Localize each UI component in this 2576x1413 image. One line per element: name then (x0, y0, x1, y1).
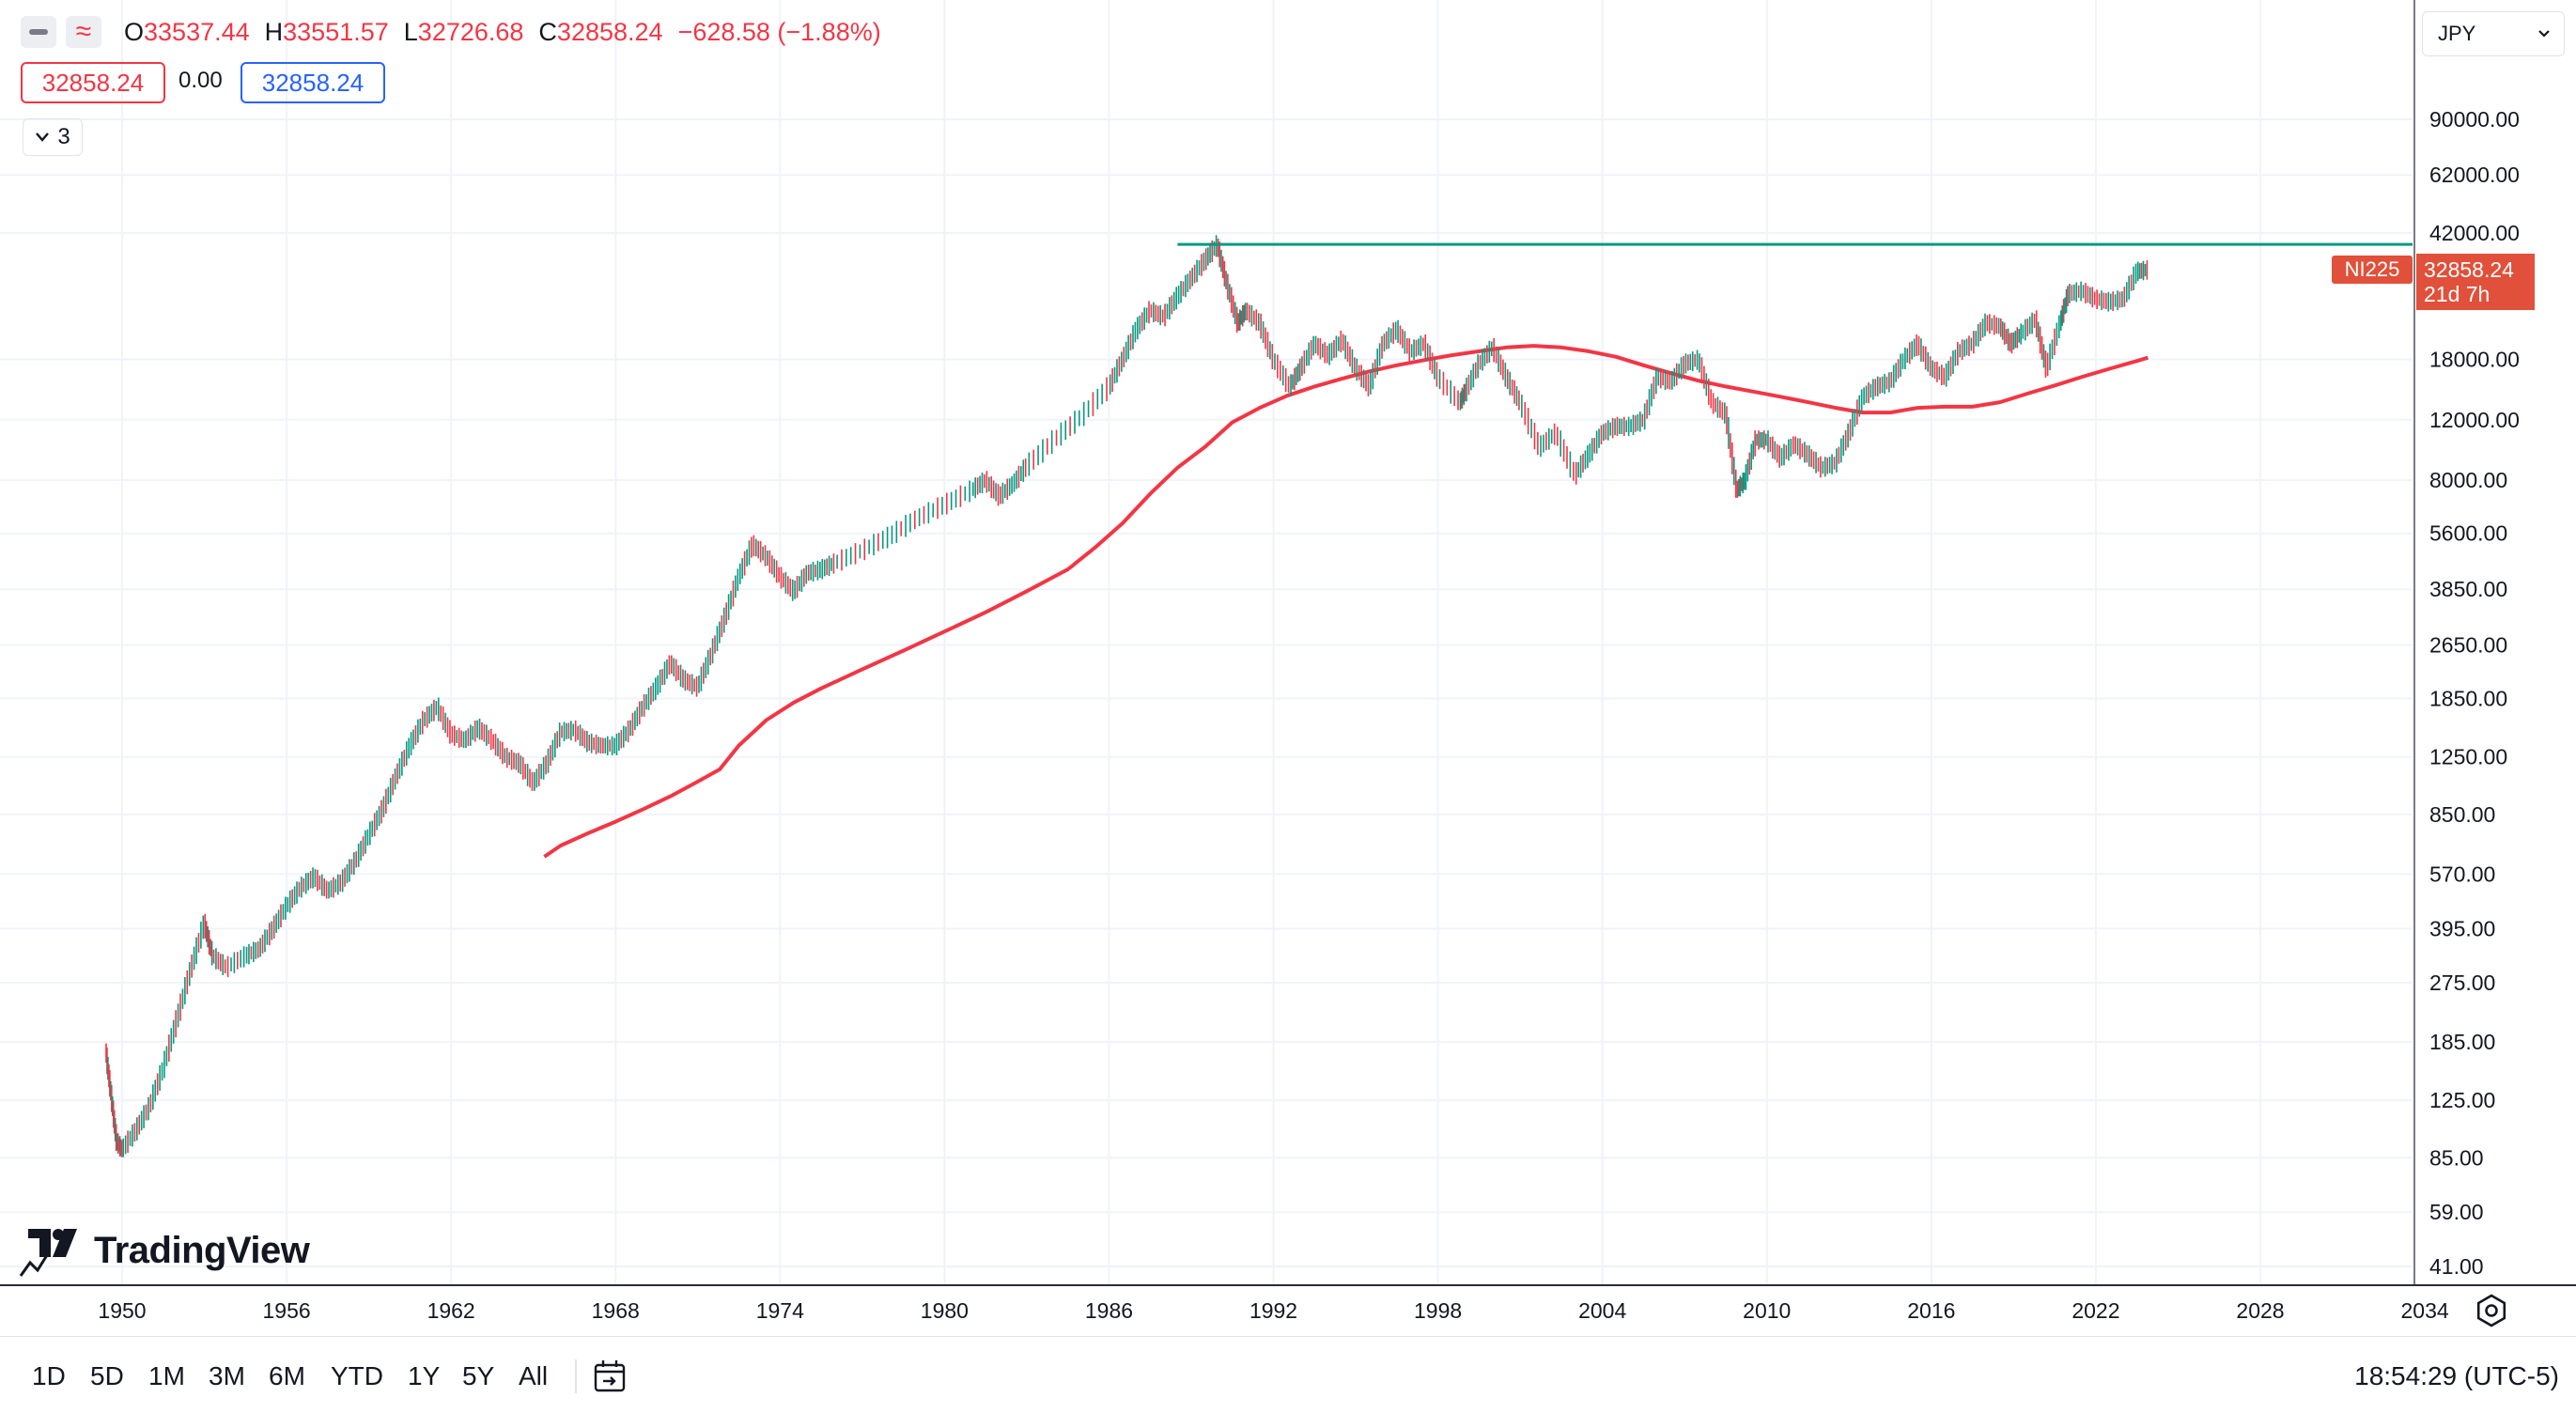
tradingview-logo-text: TradingView (94, 1229, 310, 1271)
symbol-label-text: NI225 (2344, 257, 2400, 281)
range-all-button[interactable]: All (519, 1361, 549, 1390)
y-tick-label: 41.00 (2429, 1254, 2484, 1279)
y-tick-label: 42000.00 (2429, 221, 2520, 245)
y-tick-label: 5600.00 (2429, 521, 2507, 546)
approx-icon: ≈ (75, 16, 92, 47)
tradingview-logo[interactable]: TradingView (17, 1221, 310, 1280)
y-tick-label: 8000.00 (2429, 468, 2507, 492)
bid-price: 32858.24 (41, 68, 145, 97)
range-3m-button[interactable]: 3M (209, 1361, 245, 1390)
legend: ≈ O 33537.44 H 33551.57 L 32726.68 C 32858.2… (21, 13, 881, 51)
currency-select[interactable]: JPY (2422, 11, 2565, 56)
hide-legend-button[interactable] (21, 16, 56, 48)
range-6m-button[interactable]: 6M (269, 1361, 305, 1390)
y-tick-label: 18000.00 (2429, 347, 2520, 371)
y-tick-label: 570.00 (2429, 862, 2495, 886)
last-price-label: 32858.24 21d 7h (2416, 254, 2535, 310)
y-tick-label: 125.00 (2429, 1088, 2495, 1112)
x-tick-label: 2028 (2236, 1298, 2284, 1323)
legend-approx-button[interactable]: ≈ (66, 16, 101, 48)
ohlc-high: H 33551.57 (264, 17, 389, 46)
x-tick-label: 1980 (921, 1298, 969, 1323)
y-tick-label: 185.00 (2429, 1030, 2495, 1054)
range-5y-button[interactable]: 5Y (462, 1361, 495, 1390)
ohlc-low: L 32726.68 (403, 17, 524, 46)
range-divider (575, 1359, 577, 1393)
moving-average-layer (543, 344, 2149, 859)
y-tick-label: 3850.00 (2429, 577, 2507, 601)
currency-value: JPY (2438, 22, 2476, 45)
range-1y-button[interactable]: 1Y (408, 1361, 441, 1390)
last-price-value: 32858.24 (2424, 257, 2514, 282)
minus-icon (29, 29, 48, 35)
ohlc-close: C 32858.24 (538, 17, 663, 46)
range-ytd-button[interactable]: YTD (331, 1361, 383, 1390)
y-tick-label: 62000.00 (2429, 163, 2520, 187)
range-5d-button[interactable]: 5D (90, 1361, 124, 1390)
y-tick-label: 12000.00 (2429, 408, 2520, 432)
x-tick-label: 1998 (1414, 1298, 1462, 1323)
y-tick-label: 85.00 (2429, 1145, 2484, 1170)
spread-value: 0.00 (178, 68, 223, 93)
symbol-label: NI225 (2332, 256, 2413, 284)
time-axis: 1950 1956 1962 1968 1974 1980 1986 1992 1998 2004… (98, 1298, 2448, 1323)
y-tick-label: 275.00 (2429, 970, 2495, 995)
x-tick-label: 2022 (2072, 1298, 2119, 1323)
chevron-down-icon (2538, 30, 2550, 38)
moving-average-line (543, 344, 2149, 859)
ask-price-box[interactable]: 32858.24 (241, 62, 385, 103)
indicators-count: 3 (57, 124, 70, 149)
date-range-button[interactable] (590, 1356, 631, 1397)
ohlc-open: O 33537.44 (124, 17, 250, 46)
tradingview-logo-icon (19, 1229, 77, 1277)
x-tick-label: 2010 (1743, 1298, 1791, 1323)
ask-price: 32858.24 (261, 68, 365, 97)
indicators-toggle[interactable]: 3 (23, 118, 83, 156)
range-1m-button[interactable]: 1M (148, 1361, 185, 1390)
calendar-goto-icon (594, 1360, 626, 1392)
x-tick-label: 2004 (1578, 1298, 1626, 1323)
settings-gear-icon[interactable] (2476, 1294, 2506, 1328)
y-tick-label: 850.00 (2429, 802, 2495, 827)
range-1d-button[interactable]: 1D (32, 1361, 66, 1390)
bar-countdown: 21d 7h (2424, 282, 2491, 306)
price-chart[interactable]: 90000.00 62000.00 42000.00 18000.00 12000.00… (0, 0, 2576, 1336)
y-tick-label: 2650.00 (2429, 632, 2507, 657)
y-tick-label: 90000.00 (2429, 107, 2520, 132)
bid-price-box[interactable]: 32858.24 (21, 62, 165, 103)
chevron-down-icon (36, 132, 50, 142)
bottom-toolbar: 1D 5D 1M 3M 6M YTD 1Y 5Y All 18:54:29 (U… (0, 1336, 2576, 1413)
x-tick-label: 1956 (262, 1298, 310, 1323)
y-tick-label: 1250.00 (2429, 745, 2507, 769)
y-tick-label: 59.00 (2429, 1200, 2484, 1224)
x-tick-label: 1974 (756, 1298, 804, 1323)
y-tick-label: 1850.00 (2429, 686, 2507, 710)
x-tick-label: 1986 (1085, 1298, 1133, 1323)
clock[interactable]: 18:54:29 (UTC-5) (2354, 1361, 2559, 1390)
ohlc-change: −628.58 (−1.88%) (677, 17, 881, 46)
price-series-layer (105, 235, 2149, 1157)
x-tick-label: 2034 (2400, 1298, 2448, 1323)
price-axis: 90000.00 62000.00 42000.00 18000.00 12000.00… (2429, 107, 2520, 1279)
x-tick-label: 1968 (592, 1298, 640, 1323)
x-tick-label: 1962 (427, 1298, 475, 1323)
x-tick-label: 1950 (98, 1298, 146, 1323)
x-tick-label: 1992 (1249, 1298, 1297, 1323)
chart-grid (0, 0, 2413, 1285)
x-tick-label: 2016 (1907, 1298, 1955, 1323)
y-tick-label: 395.00 (2429, 917, 2495, 941)
